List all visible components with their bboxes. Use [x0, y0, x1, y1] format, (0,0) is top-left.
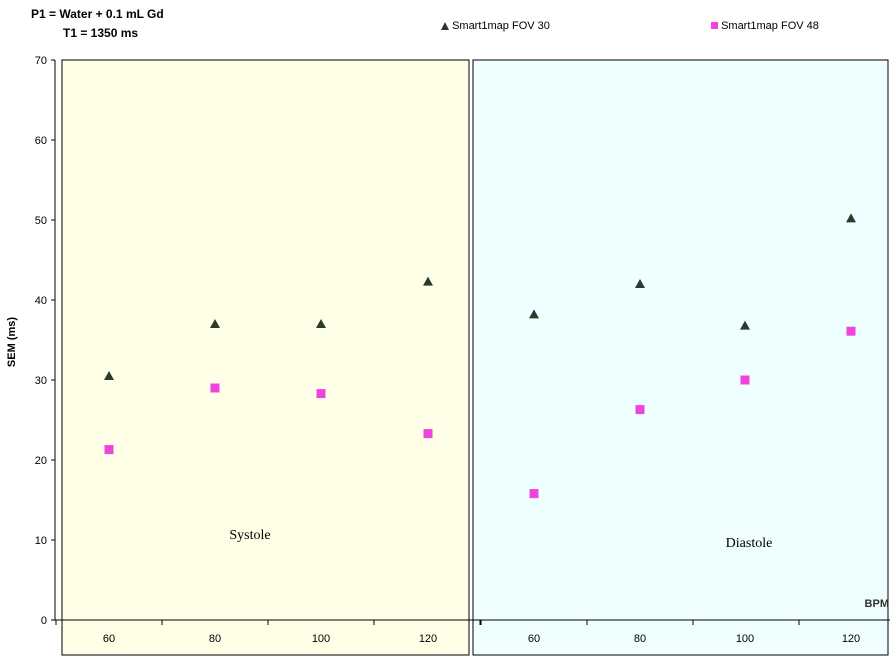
- x-tick-label: 60: [528, 633, 540, 645]
- data-point-square: [423, 429, 433, 439]
- panel-systole-area: [61, 59, 470, 656]
- legend-fov30-label: Smart1map FOV 30: [452, 20, 550, 32]
- header-line-2: T1 = 1350 ms: [63, 26, 139, 40]
- x-tick-label: 100: [312, 633, 330, 645]
- x-tick-label: 100: [736, 633, 754, 645]
- x-tick-label: 60: [103, 633, 115, 645]
- x-tick-label: 120: [419, 633, 437, 645]
- x-tick-label: 120: [842, 633, 860, 645]
- square-marker-icon: [711, 22, 718, 29]
- y-tick-label: 0: [41, 615, 47, 627]
- panel-label-diastole: Diastole: [726, 536, 773, 551]
- data-point-triangle: [846, 213, 856, 223]
- panel-label-systole: Systole: [229, 528, 270, 543]
- y-tick-label: 70: [35, 55, 47, 67]
- panel-diastole-area: [472, 59, 889, 656]
- data-point-triangle: [210, 319, 220, 328]
- data-point-triangle: [316, 319, 326, 328]
- data-point-square: [635, 405, 645, 415]
- legend-fov30: Smart1map FOV 30: [441, 20, 550, 32]
- data-point-square: [210, 383, 220, 393]
- data-point-triangle: [529, 309, 539, 319]
- x-tick-label: 80: [209, 633, 221, 645]
- header-line-1: P1 = Water + 0.1 mL Gd: [31, 7, 164, 21]
- legend-fov48: Smart1map FOV 48: [711, 20, 819, 32]
- data-point-triangle: [423, 276, 433, 286]
- y-tick-label: 60: [35, 135, 47, 147]
- data-point-square: [316, 389, 326, 399]
- data-point-square: [846, 326, 856, 336]
- data-point-square: [529, 489, 539, 499]
- y-tick-label: 30: [35, 375, 47, 387]
- data-point-triangle: [740, 320, 750, 330]
- data-point-triangle: [635, 279, 645, 288]
- data-point-triangle: [104, 371, 114, 380]
- x-axis-label: BPM: [865, 598, 889, 610]
- x-tick-label: 80: [634, 633, 646, 645]
- legend-fov48-label: Smart1map FOV 48: [721, 20, 819, 32]
- triangle-marker-icon: [441, 22, 449, 30]
- y-tick-label: 10: [35, 535, 47, 547]
- data-point-square: [740, 375, 750, 385]
- data-point-square: [104, 445, 114, 455]
- y-tick-label: 40: [35, 295, 47, 307]
- y-tick-label: 20: [35, 455, 47, 467]
- y-tick-label: 50: [35, 215, 47, 227]
